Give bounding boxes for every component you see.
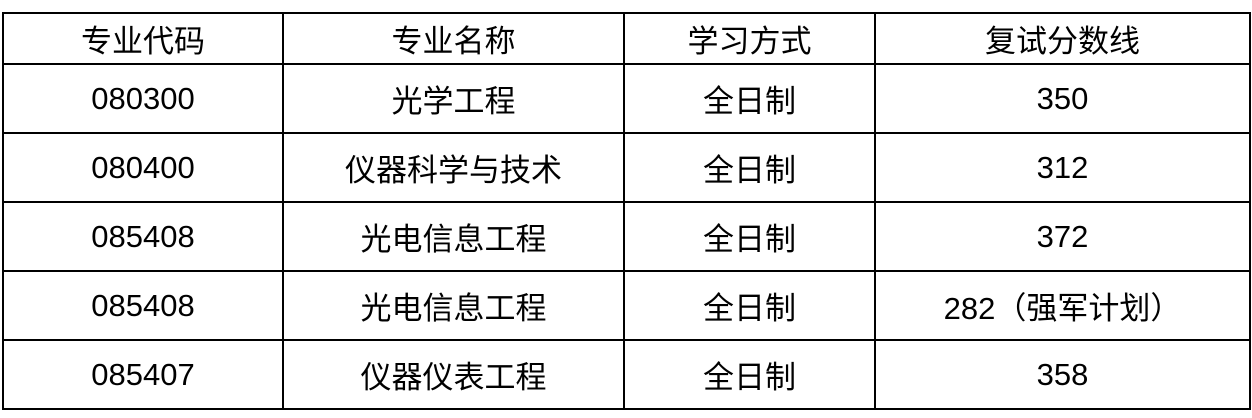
header-score: 复试分数线	[874, 12, 1251, 65]
cell-mode: 全日制	[623, 201, 876, 272]
cell-name: 光学工程	[282, 63, 625, 134]
cell-code: 085408	[2, 270, 284, 341]
cell-name: 光电信息工程	[282, 270, 625, 341]
cell-score: 358	[874, 339, 1251, 410]
cell-name: 光电信息工程	[282, 201, 625, 272]
score-table: 专业代码 专业名称 学习方式 复试分数线 080300 光学工程 全日制 350…	[2, 12, 1251, 410]
cell-score: 312	[874, 132, 1251, 203]
header-code: 专业代码	[2, 12, 284, 65]
cell-mode: 全日制	[623, 63, 876, 134]
header-mode: 学习方式	[623, 12, 876, 65]
cell-code: 080400	[2, 132, 284, 203]
table-row: 085408 光电信息工程 全日制 282（强军计划）	[2, 270, 1251, 341]
table-row: 085407 仪器仪表工程 全日制 358	[2, 339, 1251, 410]
cell-mode: 全日制	[623, 270, 876, 341]
cell-code: 085408	[2, 201, 284, 272]
table-row: 085408 光电信息工程 全日制 372	[2, 201, 1251, 272]
table-row: 080400 仪器科学与技术 全日制 312	[2, 132, 1251, 203]
cell-score: 350	[874, 63, 1251, 134]
cell-name: 仪器仪表工程	[282, 339, 625, 410]
table-row: 080300 光学工程 全日制 350	[2, 63, 1251, 134]
cell-score: 372	[874, 201, 1251, 272]
cell-name: 仪器科学与技术	[282, 132, 625, 203]
cell-score: 282（强军计划）	[874, 270, 1251, 341]
cell-code: 085407	[2, 339, 284, 410]
header-name: 专业名称	[282, 12, 625, 65]
header-row: 专业代码 专业名称 学习方式 复试分数线	[2, 12, 1251, 65]
cell-mode: 全日制	[623, 132, 876, 203]
cell-mode: 全日制	[623, 339, 876, 410]
cell-code: 080300	[2, 63, 284, 134]
